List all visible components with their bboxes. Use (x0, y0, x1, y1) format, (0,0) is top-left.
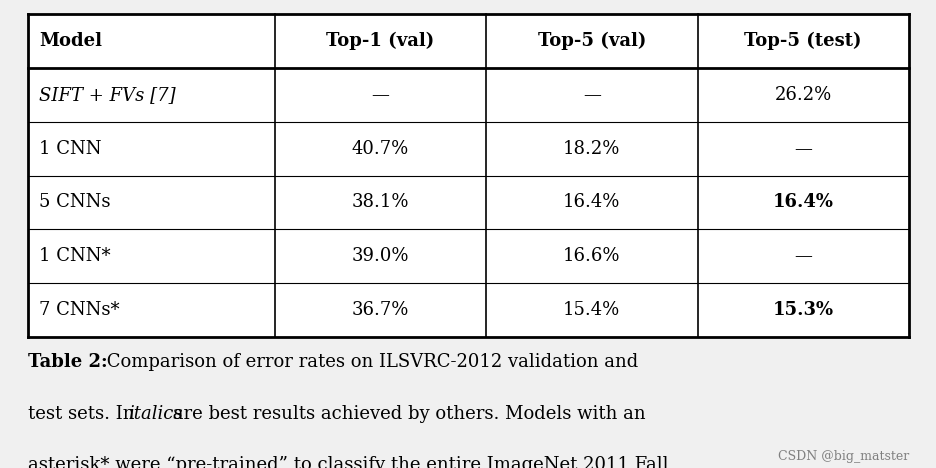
Text: 15.3%: 15.3% (772, 301, 833, 319)
Text: SIFT + FVs [7]: SIFT + FVs [7] (39, 86, 176, 104)
Text: Top-5 (test): Top-5 (test) (743, 32, 861, 50)
Text: asterisk* were “pre-trained” to classify the entire ImageNet 2011 Fall: asterisk* were “pre-trained” to classify… (28, 456, 668, 468)
Text: —: — (794, 247, 812, 265)
Text: 39.0%: 39.0% (351, 247, 409, 265)
Text: Top-5 (val): Top-5 (val) (537, 32, 645, 50)
Text: —: — (582, 86, 600, 104)
Text: 7 CNNs*: 7 CNNs* (39, 301, 120, 319)
Text: 1 CNN: 1 CNN (39, 139, 102, 158)
Text: italics: italics (128, 405, 183, 423)
Text: 15.4%: 15.4% (563, 301, 620, 319)
Text: 26.2%: 26.2% (774, 86, 831, 104)
Text: Table 2:: Table 2: (28, 353, 108, 371)
Bar (28, 14, 908, 337)
Text: Comparison of error rates on ILSVRC-2012 validation and: Comparison of error rates on ILSVRC-2012… (101, 353, 637, 371)
Text: are best results achieved by others. Models with an: are best results achieved by others. Mod… (167, 405, 645, 423)
Text: 1 CNN*: 1 CNN* (39, 247, 110, 265)
Text: 5 CNNs: 5 CNNs (39, 193, 110, 212)
Text: test sets. In: test sets. In (28, 405, 140, 423)
Text: Top-1 (val): Top-1 (val) (326, 32, 434, 50)
Text: 36.7%: 36.7% (351, 301, 409, 319)
Text: 38.1%: 38.1% (351, 193, 409, 212)
Text: —: — (794, 139, 812, 158)
Text: 18.2%: 18.2% (563, 139, 620, 158)
Text: —: — (371, 86, 389, 104)
Text: CSDN @big_matster: CSDN @big_matster (777, 450, 908, 463)
Text: 16.6%: 16.6% (563, 247, 620, 265)
Text: 16.4%: 16.4% (563, 193, 620, 212)
Text: 40.7%: 40.7% (351, 139, 409, 158)
Text: 16.4%: 16.4% (772, 193, 833, 212)
Text: Model: Model (39, 32, 102, 50)
